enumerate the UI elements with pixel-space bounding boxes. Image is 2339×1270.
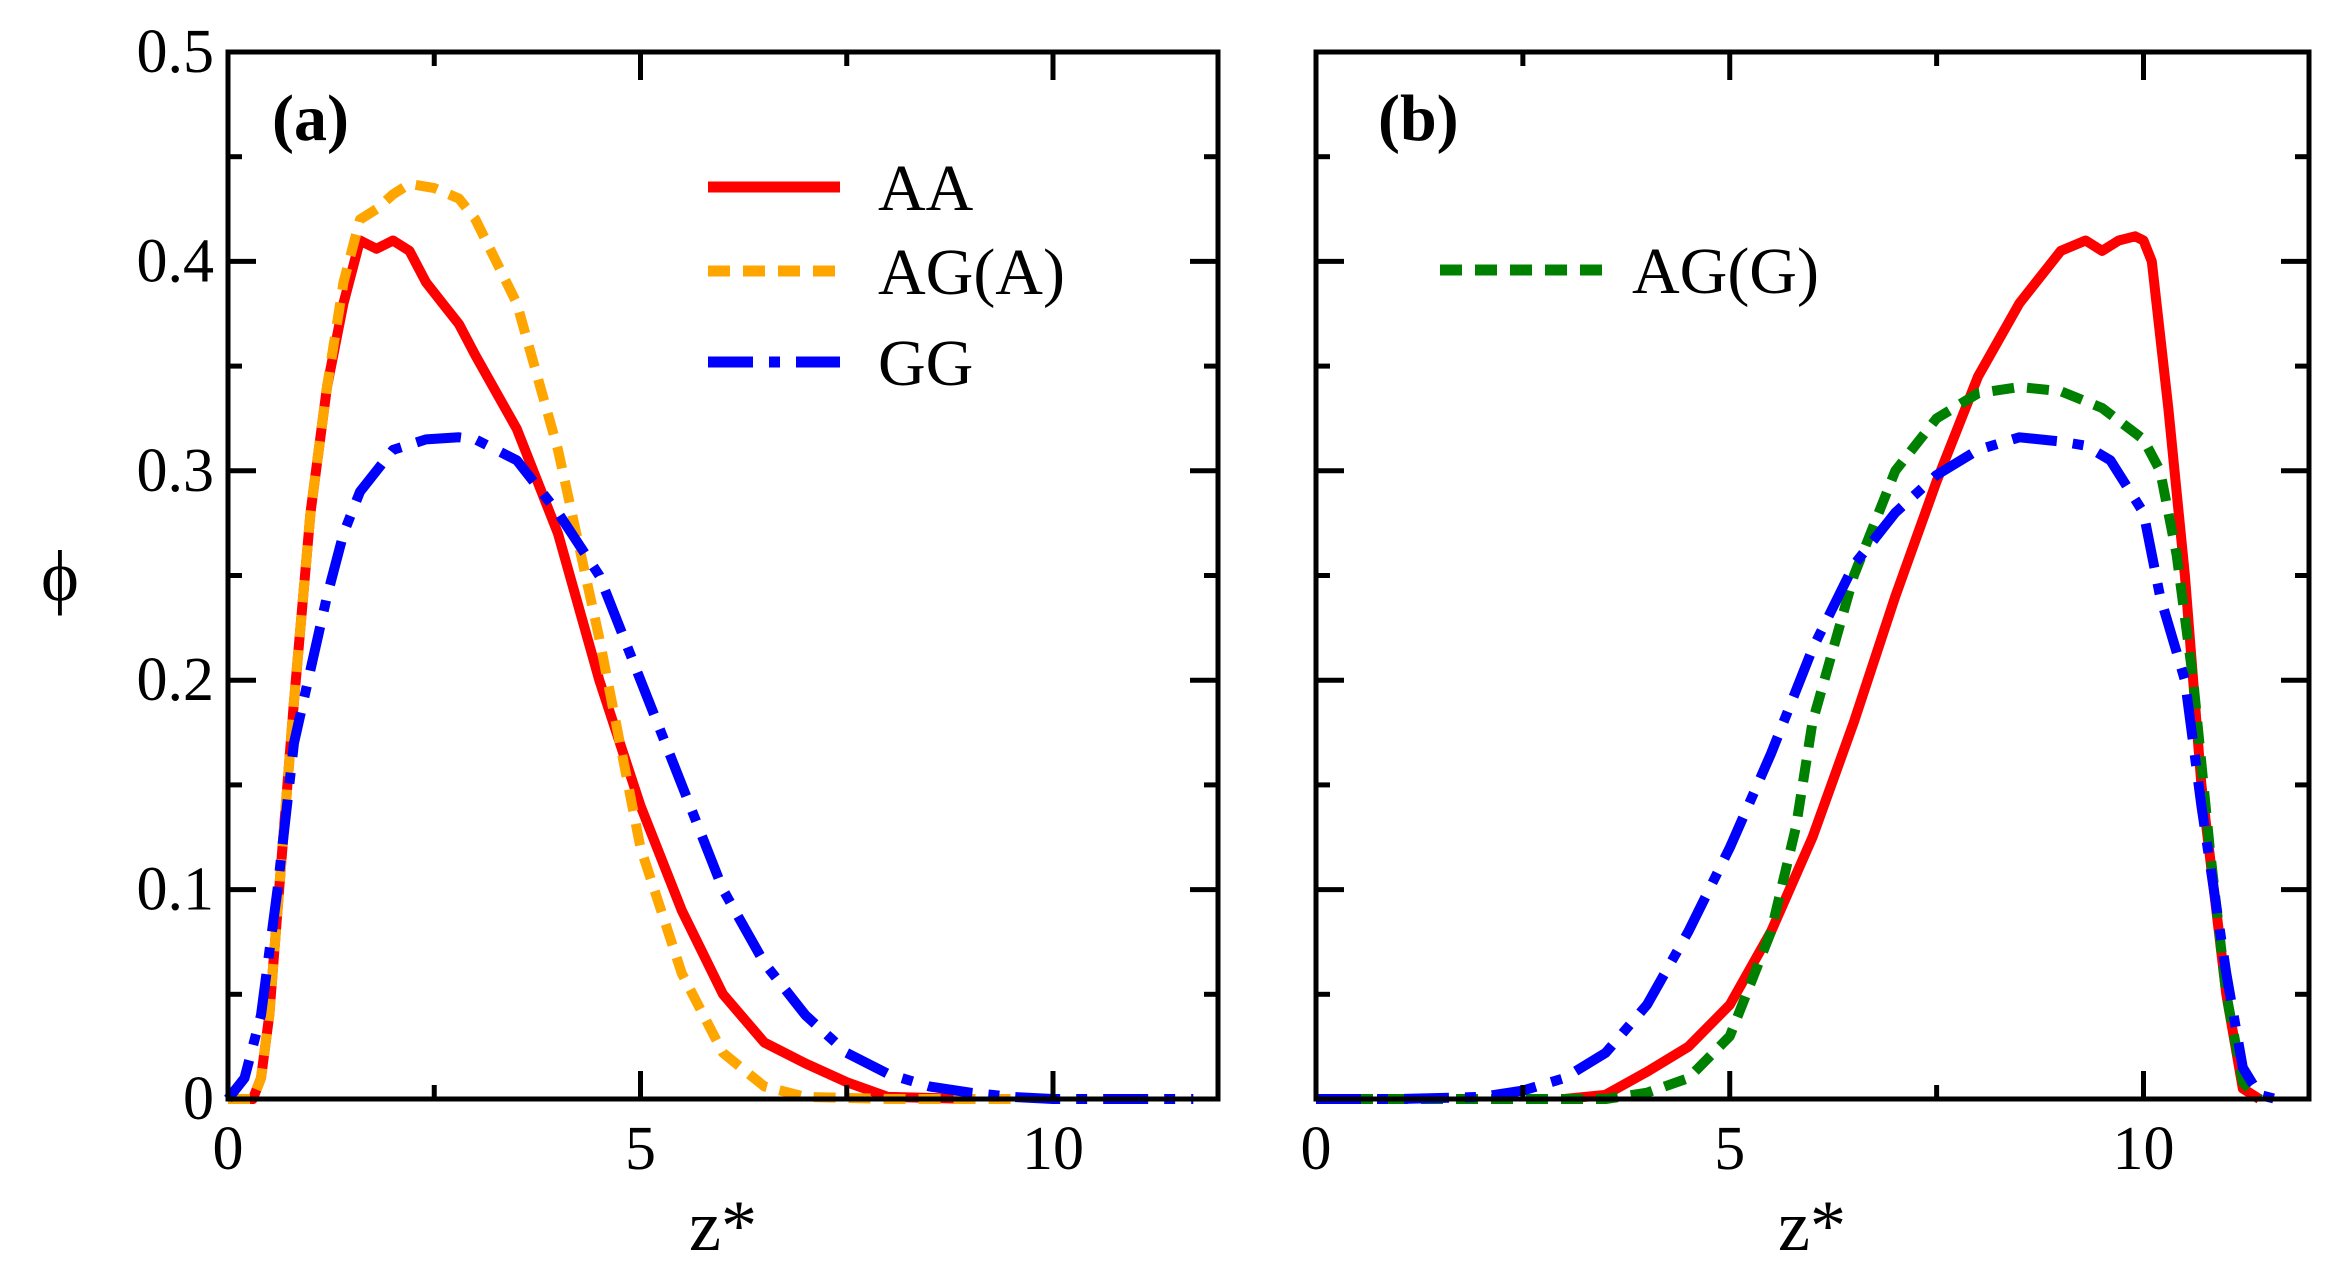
panel-a: 0 5 10 0 0.1 0.2 0.3 0.4 0.5 (a) z* ϕ AA AG(A) G… <box>41 18 1221 1266</box>
panel-b-series-aa-line <box>1563 231 2262 1104</box>
x-tick-label: 5 <box>625 1115 656 1183</box>
legend-item-ag-g: AG(G) <box>1440 235 1819 308</box>
panel-a-x-axis-title: z* <box>689 1186 757 1266</box>
x-tick-label: 5 <box>1714 1115 1745 1183</box>
panel-a-legend: AA AG(A) GG <box>708 152 1065 400</box>
panel-a-label: (a) <box>272 82 349 155</box>
panel-a-series-ag-a-line <box>228 178 1012 1104</box>
panel-b-series-gg-line <box>1316 432 2278 1104</box>
legend-label-ag-g: AG(G) <box>1632 235 1819 308</box>
x-tick-label: 0 <box>213 1115 244 1183</box>
y-tick-label: 0.3 <box>137 437 215 505</box>
panel-b-label: (b) <box>1378 82 1459 155</box>
panel-a-y-axis-title: ϕ <box>41 536 79 616</box>
panel-b-legend: AG(G) <box>1440 235 1819 308</box>
panel-b-ticks <box>1313 49 2309 1102</box>
y-tick-label: 0.2 <box>137 646 215 714</box>
panel-b-frame <box>1313 49 2312 1102</box>
y-tick-label: 0.5 <box>137 18 215 86</box>
panel-b-series-ag-g-line <box>1316 382 2263 1104</box>
x-tick-label: 10 <box>2113 1115 2175 1183</box>
panel-b-tick-labels: 0 5 10 <box>1301 1115 2175 1183</box>
y-tick-label: 0.4 <box>137 227 215 295</box>
legend-item-ag-a: AG(A) <box>708 236 1065 309</box>
x-tick-label: 0 <box>1301 1115 1332 1183</box>
y-tick-label: 0.1 <box>137 856 215 924</box>
panel-a-series-aa-line <box>228 235 971 1104</box>
x-tick-label: 10 <box>1022 1115 1084 1183</box>
panel-a-ticks <box>225 49 1218 1102</box>
panel-a-frame <box>225 49 1221 1102</box>
panel-b-plot-lines <box>1316 231 2278 1104</box>
legend-label-gg: GG <box>878 327 973 400</box>
panel-b-x-axis-title: z* <box>1778 1186 1846 1266</box>
legend-item-gg: GG <box>708 327 973 400</box>
panel-b: 0 5 10 (b) z* AG(G) <box>1301 49 2312 1266</box>
panel-a-plot-lines <box>224 178 1194 1104</box>
legend-item-aa: AA <box>708 152 974 225</box>
y-tick-label: 0 <box>183 1065 214 1133</box>
panel-a-series-gg-line <box>224 432 1194 1104</box>
panel-a-tick-labels: 0 5 10 0 0.1 0.2 0.3 0.4 0.5 <box>137 18 1085 1183</box>
legend-label-ag-a: AG(A) <box>878 236 1065 309</box>
legend-label-aa: AA <box>878 152 974 225</box>
